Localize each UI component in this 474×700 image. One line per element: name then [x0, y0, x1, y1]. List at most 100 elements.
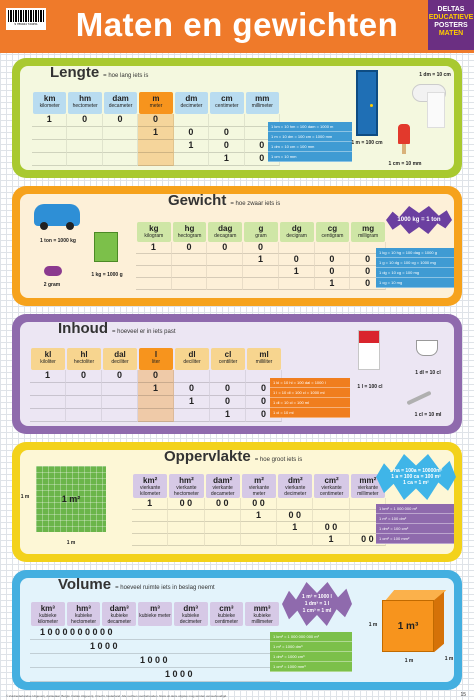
- conversion-row: 1 m² = 100 dm²: [376, 514, 454, 524]
- unit-header: dl deciliter: [175, 348, 209, 370]
- table-cell: [132, 510, 169, 522]
- table-cell: 0 0: [277, 510, 314, 522]
- table-cell: [278, 242, 315, 254]
- table-cell: [171, 254, 208, 266]
- table-cell: [102, 396, 138, 409]
- unit-symbol: cm: [221, 94, 233, 103]
- table-cell: 1: [173, 140, 210, 153]
- section-title: Volume = hoeveel ruimte iets in beslag ne…: [58, 576, 215, 593]
- table-cell: [243, 266, 279, 278]
- unit-symbol: mm²: [359, 476, 377, 485]
- table-cell: 1: [174, 396, 210, 409]
- conversion-row: 1 kl = 10 hl = 100 dal = 1000 l: [270, 378, 350, 388]
- unit-symbol: dag: [218, 224, 233, 233]
- table-cell: 0: [174, 383, 210, 396]
- unit-symbol: hl: [80, 350, 88, 359]
- conversion-row: 1 l = 10 dl = 100 cl = 1000 ml: [270, 388, 350, 398]
- table-cell: [209, 114, 245, 127]
- unit-header: mm³ kubieke millimeter: [245, 602, 279, 626]
- unit-symbol: g: [258, 224, 264, 233]
- unit-symbol: km: [43, 94, 56, 103]
- unit-name: kubieke millimeter: [251, 613, 273, 625]
- unit-header: m³ kubieke meter: [138, 602, 172, 626]
- table-cell: 0: [102, 370, 138, 383]
- table-cell: [66, 383, 102, 396]
- unit-header: hm³ kubieke hectometer: [66, 602, 101, 626]
- unit-name: kubieke kilometer: [37, 613, 58, 625]
- section-inhoud: Inhoud = hoeveel er in iets past kl kiloli…: [12, 314, 462, 434]
- unit-symbol: cm²: [324, 476, 339, 485]
- table-cell: [314, 242, 351, 254]
- table-cell: 1: [30, 370, 66, 383]
- table-cell: 0: [209, 140, 245, 153]
- unit-header: dag decagram: [208, 222, 243, 242]
- conversion-row: 1 cm = 10 mm: [268, 152, 352, 162]
- car-icon: [34, 204, 80, 226]
- unit-symbol: m³: [150, 604, 160, 613]
- unit-header: dal deciliter: [103, 348, 137, 370]
- table-cell: [102, 127, 139, 140]
- table-cell: [67, 153, 103, 166]
- cube-icon: 1 m³: [382, 600, 434, 652]
- table-cell: [173, 114, 210, 127]
- table-cell: 0 0: [204, 498, 241, 510]
- unit-table: kl kiloliter hl hectoliter dal deciliter l lite…: [30, 348, 282, 422]
- unit-name: meter: [149, 103, 163, 109]
- car-wheel-icon: [66, 222, 74, 230]
- barcode: 9 789044 723451: [6, 8, 46, 30]
- unit-name: millimeter: [251, 103, 273, 109]
- unit-name: decagram: [214, 233, 237, 239]
- conversion-row: 1 m = 10 dm = 100 cm = 1000 mm: [268, 132, 352, 142]
- unit-name: centigram: [321, 233, 344, 239]
- table-cell: [207, 278, 244, 290]
- table-cell: [136, 278, 172, 290]
- unit-symbol: l: [154, 350, 158, 359]
- table-cell: 0: [210, 383, 246, 396]
- section-title: Inhoud = hoeveel er in iets past: [58, 320, 176, 337]
- unit-table: kg kilogram hg hectogram dag decagram g gram dg d…: [136, 222, 386, 290]
- table-cell: 0 0: [240, 498, 278, 510]
- unit-header: cm centimeter: [210, 92, 244, 114]
- unit-symbol: dam³: [109, 604, 129, 613]
- brand-logo: DELTAS EDUCATIEVE POSTERS MATEN: [428, 0, 474, 50]
- unit-header: dam decameter: [103, 92, 138, 114]
- table-cell: [243, 278, 279, 290]
- unit-name: vierkante meter: [248, 485, 270, 497]
- table-cell: 0: [243, 242, 279, 254]
- unit-name: vierkante decameter: [210, 485, 235, 497]
- unit-header: kg kilogram: [137, 222, 171, 242]
- table-cell: 0: [210, 396, 246, 409]
- table-cell: 1: [138, 383, 174, 396]
- section-gewicht: Gewicht = hoe zwaar iets is kg kilogram hg h…: [12, 186, 462, 306]
- unit-header: cm² vierkante centimeter: [314, 474, 349, 498]
- table-cell: 0: [207, 242, 244, 254]
- unit-name: gram: [255, 233, 267, 239]
- unit-table: km³ kubieke kilometer hm³ kubieke hectomete…: [30, 602, 280, 626]
- unit-name: kubieke hectometer: [71, 613, 97, 625]
- door-icon: [356, 70, 378, 136]
- unit-header: cm³ kubieke centimeter: [209, 602, 244, 626]
- unit-name: kubieke centimeter: [214, 613, 239, 625]
- table-cell: 0: [138, 114, 174, 127]
- unit-name: kubieke decimeter: [179, 613, 202, 625]
- table-cell: [136, 254, 172, 266]
- unit-header: ml milliliter: [247, 348, 281, 370]
- table-cell: [30, 396, 66, 409]
- unit-header: km² vierkante kilometer: [133, 474, 168, 498]
- unit-name: deciliter: [111, 359, 129, 365]
- unit-name: vierkante kilometer: [139, 485, 161, 497]
- unit-table: km kilometer hm hectometer dam decameter m mete…: [32, 92, 280, 166]
- unit-name: hectometer: [72, 103, 98, 109]
- table-cell: 0: [314, 254, 351, 266]
- table-cell: 1: [313, 534, 350, 546]
- unit-header: hg hectogram: [172, 222, 207, 242]
- table-cell: [171, 266, 208, 278]
- unit-name: vierkante millimeter: [357, 485, 379, 497]
- unit-name: hectoliter: [73, 359, 95, 365]
- conversion-row: 1 dm = 10 cm = 100 mm: [268, 142, 352, 152]
- unit-symbol: kl: [44, 350, 52, 359]
- unit-header: dm decimeter: [174, 92, 209, 114]
